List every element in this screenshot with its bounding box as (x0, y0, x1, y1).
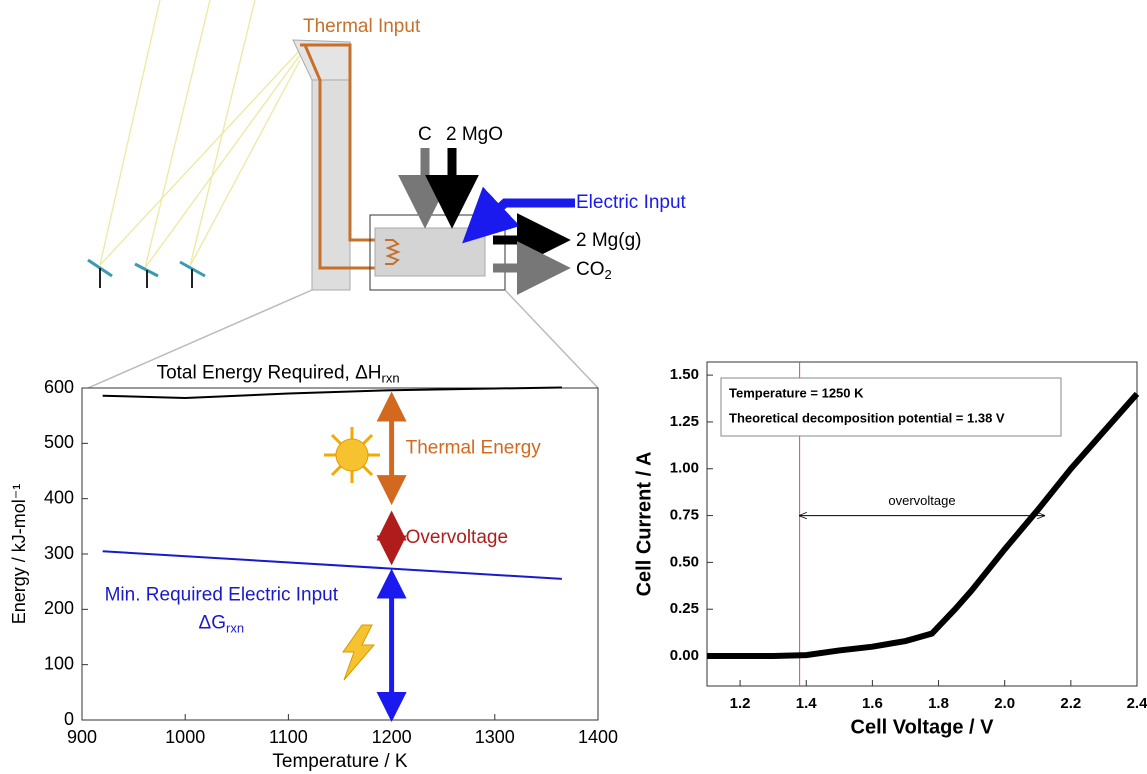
series-label: Total Energy Required, ΔHrxn (157, 362, 400, 385)
x-tick-label: 1400 (578, 727, 618, 747)
subscript: rxn (226, 621, 244, 636)
series-line (707, 391, 1140, 660)
series-line (102, 550, 562, 580)
plot-frame (706, 361, 1138, 687)
y-tick-label: 0 (64, 709, 74, 729)
subscript: 2 (605, 267, 612, 282)
bolt-icon (342, 624, 376, 681)
y-tick-label: 1.00 (670, 460, 699, 477)
x-tick-label: 2.2 (1060, 695, 1081, 712)
annotation: Theoretical decomposition potential = 1.… (729, 410, 1005, 425)
y-tick-label: 0.25 (670, 600, 699, 617)
y-tick-label: 0.50 (670, 553, 699, 570)
series-label: ΔGrxn (199, 613, 245, 636)
arrow-label: overvoltage (888, 493, 955, 508)
x-tick-label: 1.2 (730, 695, 751, 712)
x-tick-label: 900 (67, 727, 97, 747)
x-tick-label: 2.0 (994, 695, 1015, 712)
label: Electric Input (576, 192, 687, 213)
label: 2 Mg(g) (576, 230, 641, 251)
label: CO (576, 259, 605, 280)
arrow-label: Overvoltage (406, 527, 508, 548)
y-tick-label: 600 (44, 377, 74, 397)
annotation: Temperature = 1250 K (729, 385, 864, 400)
series-line (102, 386, 562, 399)
y-tick-label: 300 (44, 543, 74, 563)
x-axis-label: Cell Voltage / V (851, 716, 995, 738)
label: C (418, 124, 432, 145)
subscript: rxn (382, 371, 400, 386)
series-label: Min. Required Electric Input (105, 585, 339, 606)
x-tick-label: 1.8 (928, 695, 949, 712)
x-tick-label: 1.6 (862, 695, 883, 712)
y-tick-label: 0.00 (670, 647, 699, 664)
series-name: ΔG (199, 613, 226, 634)
series-name: Min. Required Electric Input (105, 585, 339, 606)
x-tick-label: 1100 (269, 727, 308, 747)
y-tick-label: 1.25 (670, 413, 699, 430)
arrow-label: Thermal Energy (406, 437, 542, 458)
x-tick-label: 1.4 (796, 695, 818, 712)
y-axis-label: Cell Current / A (633, 452, 655, 597)
x-tick-label: 1000 (165, 727, 205, 747)
sun-icon (324, 427, 380, 483)
x-axis-label: Temperature / K (272, 751, 407, 772)
y-axis-label: Energy / kJ-mol⁻¹ (9, 484, 29, 625)
x-tick-label: 2.4 (1127, 695, 1147, 712)
label: CO2 (576, 259, 612, 282)
x-tick-label: 1300 (475, 727, 515, 747)
y-tick-label: 0.75 (670, 507, 699, 524)
annotation-box (720, 377, 1062, 437)
y-tick-label: 100 (44, 653, 74, 673)
y-tick-label: 200 (44, 598, 74, 618)
y-tick-label: 1.50 (670, 366, 699, 383)
diagram: Thermal Input C 2 MgO Electric Input 2 M… (87, 0, 687, 681)
y-tick-label: 500 (44, 432, 74, 452)
label: 2 MgO (446, 124, 503, 145)
series-name: Total Energy Required, ΔH (157, 362, 382, 383)
label: Thermal Input (303, 16, 421, 37)
x-tick-label: 1200 (372, 727, 412, 747)
y-tick-label: 400 (44, 487, 74, 507)
